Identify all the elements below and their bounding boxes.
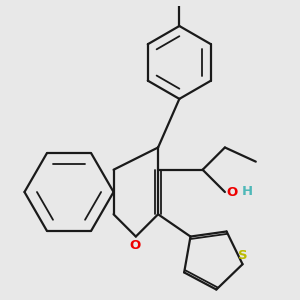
Text: O: O xyxy=(226,185,237,199)
Text: O: O xyxy=(130,239,141,252)
Text: S: S xyxy=(238,249,248,262)
Text: H: H xyxy=(242,185,253,198)
